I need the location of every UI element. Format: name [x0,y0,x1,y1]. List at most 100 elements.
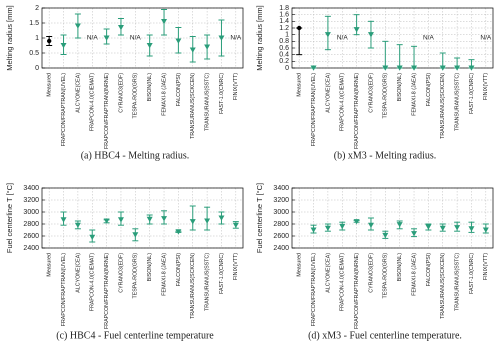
x-tick-label: BISON(INL) [147,253,153,281]
y-tick-label: 3000 [23,209,39,216]
marker [146,216,153,222]
x-tick-label: FALCON(PSI) [426,73,432,106]
x-tick-label: FAST-1.0(CNRC) [469,73,475,114]
y-tick-label: 0.5 [29,50,39,57]
y-tick-label: 0.8 [279,38,289,45]
x-tick-label: FINIX(VTT) [233,73,239,100]
y-tick-label: 2800 [273,221,289,228]
x-tick-label: ALCYONE(CEA) [325,253,331,293]
x-tick-label: Measured [297,253,303,277]
x-tick-label: FRAPCON/FRAPTRAN(UVEL) [61,253,67,327]
x-tick-label: BISON(INL) [147,73,153,101]
y-tick-label: 3200 [273,197,289,204]
marker [161,216,168,222]
x-tick-label: FRAPCON-4.0(CIEMAT) [90,253,96,311]
y-tick-label: 2 [35,5,39,12]
x-tick-label: FEMAXI-8 (JAEA) [161,253,167,296]
plot-frame [291,187,494,249]
x-tick-label: TESPA-ROD(GRS) [133,73,139,119]
x-tick-label: Measured [297,73,303,97]
x-tick-label: FRAPCON/FRAPTRAN(INRNE) [104,253,110,329]
x-tick-label: CYRANO3(EDF) [368,253,374,293]
marker [367,222,374,228]
y-tick-label: 1.5 [29,20,39,27]
y-axis-label: Fuel centerline T [°C] [255,183,264,253]
marker [204,44,211,50]
plot-frame [41,187,244,249]
marker [468,226,475,232]
x-tick-label: FRAPCON/FRAPTRAN(UVEL) [311,73,317,147]
marker [454,65,461,71]
marker [218,35,225,41]
y-tick-label: 0.4 [279,52,289,59]
x-tick-label: FRAPCON/FRAPTRAN(INRNE) [354,73,360,149]
x-tick-label: TRANSURANUS(SSTC) [455,253,461,311]
x-tick-label: TRANSURANUS(SCKCEN) [440,253,446,319]
plot-frame [291,7,494,69]
y-tick-label: 1.2 [279,25,289,32]
marker [296,25,302,31]
marker [60,43,67,49]
x-tick-label: FRAPCON-4.0(CIEMAT) [340,253,346,311]
y-tick-label: 3400 [273,185,289,192]
x-tick-label: FRAPCON-4.0(CIEMAT) [90,73,96,131]
na-label: N/A [480,35,492,42]
x-tick-label: FAST-1.0(CNRC) [219,73,225,114]
x-tick-label: FALCON(PSI) [176,253,182,286]
x-tick-label: TRANSURANUS(SSTC) [205,73,211,131]
marker [175,229,182,235]
marker [103,35,110,41]
x-tick-label: FALCON(PSI) [426,253,432,286]
na-label: N/A [423,35,435,42]
y-tick-label: 1.4 [279,18,289,25]
marker [439,225,446,231]
y-tick-label: 3000 [273,209,289,216]
x-tick-label: FEMAXI-8 (JAEA) [411,73,417,116]
x-tick-label: FRAPCON-4.0(CIEMAT) [340,73,346,131]
y-tick-label: 2600 [23,233,39,240]
y-tick-label: 1.8 [279,5,289,12]
marker [146,43,153,49]
y-tick-label: 0.2 [279,58,289,65]
x-tick-label: TRANSURANUS(SCKCEN) [190,73,196,139]
na-label: N/A [230,35,242,42]
y-axis-label: Melting radius [mm] [255,5,264,70]
marker [74,23,81,29]
x-tick-label: BISON(INL) [397,73,403,101]
y-tick-label: 0.6 [279,45,289,52]
x-tick-label: ALCYONE(CEA) [75,73,81,113]
na-label: N/A [130,35,142,42]
y-tick-label: 2800 [23,221,39,228]
marker [353,219,360,225]
y-tick-label: 2600 [273,233,289,240]
marker [425,224,432,230]
marker [324,32,331,38]
x-tick-label: CYRANO3(EDF) [368,73,374,113]
y-axis-label: Melting radius [mm] [5,5,14,70]
x-tick-label: FAST-1.0(CNRC) [219,253,225,294]
y-tick-label: 0 [35,65,39,72]
marker [382,65,389,71]
y-axis-label: Fuel centerline T [°C] [5,183,14,253]
marker [353,27,360,33]
marker [218,215,225,221]
na-label: N/A [337,35,349,42]
x-tick-label: CYRANO3(EDF) [118,253,124,293]
marker [117,217,124,223]
y-tick-label: 3200 [23,197,39,204]
caption: (d) xM3 - Fuel centerline temperature. [308,330,462,341]
y-tick-label: 2400 [23,245,39,252]
x-tick-label: FRAPCON/FRAPTRAN(INRNE) [354,253,360,329]
y-tick-label: 1 [285,32,289,39]
x-tick-label: FINIX(VTT) [483,73,489,100]
marker [189,219,196,225]
x-tick-label: TRANSURANUS(SCKCEN) [440,73,446,139]
marker [310,227,317,233]
marker [396,222,403,228]
marker [411,65,418,71]
marker [46,38,52,44]
x-tick-label: TESPA-ROD(GRS) [383,253,389,299]
marker [324,225,331,231]
marker [454,225,461,231]
